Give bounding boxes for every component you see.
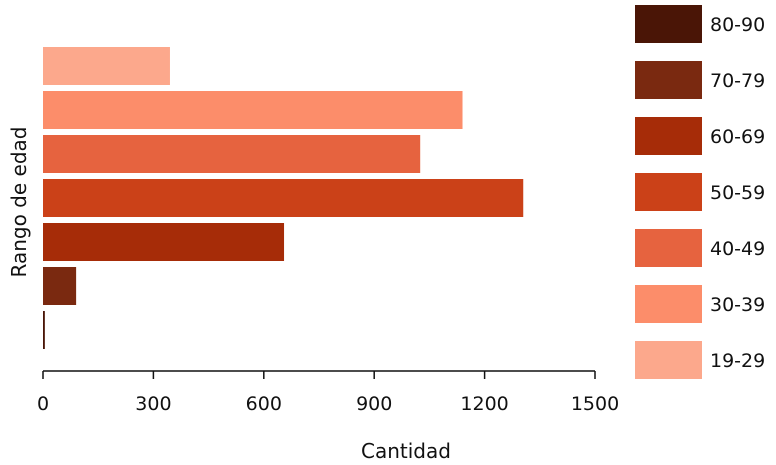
legend-swatch-80-90: [635, 5, 702, 43]
legend-swatch-70-79: [635, 61, 702, 99]
bar-80-90: [43, 311, 45, 349]
bar-30-39: [43, 91, 463, 129]
legend-label-19-29: 19-29: [710, 350, 765, 372]
x-tick-label: 900: [356, 393, 392, 415]
x-axis-ticks: 0 300 600 900 1200 1500: [37, 371, 619, 415]
legend-label-70-79: 70-79: [710, 70, 765, 92]
x-tick-label: 1200: [460, 393, 508, 415]
x-axis-title: Cantidad: [361, 439, 451, 463]
legend-swatch-40-49: [635, 229, 702, 267]
bars: [43, 47, 524, 349]
bar-50-59: [43, 179, 524, 217]
bar-19-29: [43, 47, 170, 85]
legend-swatch-60-69: [635, 117, 702, 155]
x-tick-label: 1500: [571, 393, 619, 415]
legend-label-80-90: 80-90: [710, 14, 765, 36]
bar-40-49: [43, 135, 421, 173]
y-axis-title: Rango de edad: [7, 127, 31, 278]
bar-60-69: [43, 223, 285, 261]
x-tick-label: 300: [135, 393, 171, 415]
legend: 80-90 70-79 60-69 50-59 40-49 30-39 19-29: [635, 5, 765, 379]
x-tick-label: 600: [246, 393, 282, 415]
legend-swatch-19-29: [635, 341, 702, 379]
legend-swatch-30-39: [635, 285, 702, 323]
legend-label-50-59: 50-59: [710, 182, 765, 204]
legend-label-30-39: 30-39: [710, 294, 765, 316]
legend-label-60-69: 60-69: [710, 126, 765, 148]
legend-swatch-50-59: [635, 173, 702, 211]
bar-70-79: [43, 267, 77, 305]
legend-label-40-49: 40-49: [710, 238, 765, 260]
x-tick-label: 0: [37, 393, 49, 415]
